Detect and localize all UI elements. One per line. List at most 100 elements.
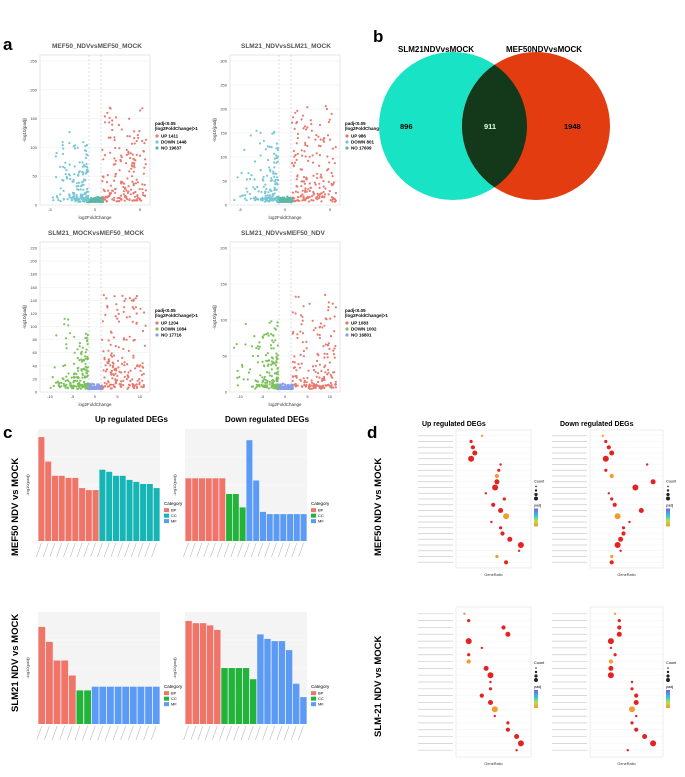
kegg-dot (479, 693, 484, 698)
go-bar (206, 625, 214, 724)
volcano-point-no (283, 383, 287, 386)
volcano-point-down (84, 332, 87, 335)
kegg-padj-label: padj (666, 685, 673, 689)
volcano-point-up (297, 363, 300, 366)
go-bar (253, 480, 260, 541)
volcano-point-up (111, 119, 114, 122)
kegg-padj-colorbar (534, 508, 538, 527)
volcano-point-up (141, 379, 144, 382)
volcano-point-down (74, 198, 77, 201)
volcano-point-up (131, 180, 134, 183)
volcano-ytick: 150 (30, 116, 37, 121)
volcano-point-no (89, 200, 92, 203)
volcano-point-up (132, 157, 135, 161)
volcano-point-down (258, 345, 261, 348)
kegg-dot (601, 434, 605, 437)
volcano-point-up (328, 138, 332, 141)
volcano-point-down (73, 376, 76, 379)
volcano-point-down (68, 141, 71, 145)
kegg-count-label: Count (534, 479, 545, 483)
volcano-point-up (293, 366, 297, 369)
go-category-label (283, 725, 290, 741)
volcano-point-up (328, 384, 331, 387)
volcano-point-down (73, 335, 76, 338)
volcano-ytick: 150 (220, 131, 227, 136)
volcano-point-down (251, 385, 255, 388)
kegg-dot (517, 740, 524, 747)
volcano-point-up (105, 297, 108, 300)
volcano-point-up (312, 368, 315, 372)
volcano-point-up (133, 195, 137, 198)
go-legend-label: MF (171, 702, 177, 707)
go-category-label (82, 725, 88, 741)
volcano-point-up (120, 380, 123, 383)
volcano-point-up (323, 137, 326, 140)
volcano-ytick: 100 (30, 145, 37, 150)
volcano-point-up (299, 330, 302, 333)
volcano-point-down (78, 345, 81, 348)
volcano-point-down (244, 322, 247, 326)
volcano-point-down (81, 161, 84, 164)
volcano-point-up (119, 160, 122, 163)
volcano-point-down (276, 321, 279, 324)
volcano-point-up (295, 142, 298, 145)
volcano-point-up (108, 193, 112, 196)
go-legend-swatch (311, 696, 316, 701)
kegg-dot (621, 526, 626, 530)
volcano-frame (229, 241, 341, 393)
go-bar (140, 484, 147, 541)
volcano-point-down (272, 334, 275, 337)
volcano-point-up (101, 338, 104, 341)
volcano-point-down (76, 367, 79, 370)
volcano-point-up (304, 384, 307, 387)
volcano-ytick: 100 (220, 155, 227, 160)
volcano-point-up (126, 191, 129, 194)
volcano-point-up (135, 294, 138, 298)
volcano-point-up (116, 374, 119, 377)
go-bar (152, 686, 160, 724)
go-bar (137, 686, 145, 724)
volcano-point-down (276, 370, 280, 373)
volcano-point-down (80, 350, 83, 353)
volcano-point-up (326, 352, 329, 356)
volcano-point-down (273, 161, 276, 164)
volcano-point-down (270, 177, 273, 180)
go-category-label (212, 725, 218, 741)
volcano-point-down (62, 364, 65, 368)
volcano-point-down (253, 188, 257, 191)
volcano-point-down (79, 195, 82, 198)
volcano-point-up (315, 384, 318, 387)
go-bar (153, 488, 160, 541)
go-bar (239, 507, 246, 541)
volcano-point-up (104, 313, 107, 316)
go-legend-title: Category (311, 684, 330, 689)
volcano-point-up (318, 186, 321, 189)
go-bar (212, 478, 219, 541)
volcano-point-up (301, 315, 304, 318)
volcano-point-up (103, 358, 106, 361)
volcano-point-down (85, 195, 88, 198)
volcano-point-up (135, 153, 138, 156)
volcano-point-down (273, 192, 276, 195)
volcano-point-up (139, 307, 142, 310)
volcano-point-down (268, 380, 271, 383)
volcano-ytick: 20 (33, 376, 38, 381)
volcano-point-up (326, 134, 330, 137)
kegg-count-swatch (534, 489, 538, 492)
volcano-point-up (122, 193, 125, 196)
volcano-point-up (133, 130, 136, 133)
volcano-point-up (310, 195, 314, 198)
volcano-point-up (112, 373, 115, 376)
volcano-point-down (259, 131, 262, 134)
volcano-legend-label: NO 17716 (161, 333, 182, 338)
volcano-point-down (266, 360, 269, 363)
volcano-point-down (275, 188, 278, 191)
volcano-point-up (333, 330, 336, 333)
volcano-point-down (270, 146, 273, 149)
go-legend-swatch (311, 702, 316, 707)
kegg-dot (607, 638, 614, 645)
volcano-legend-label: UP 1411 (161, 134, 179, 139)
kegg-count-swatch (666, 496, 670, 501)
volcano-point-up (127, 151, 130, 154)
